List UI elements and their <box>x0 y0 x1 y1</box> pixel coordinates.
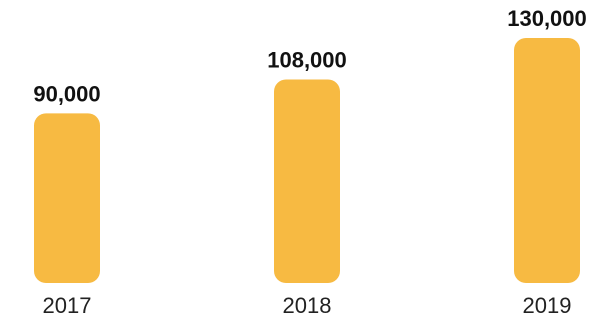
data-label-2018: 108,000 <box>267 47 347 72</box>
data-label-2017: 90,000 <box>33 81 100 106</box>
data-label-2019: 130,000 <box>507 6 587 31</box>
x-tick-labels-group: 2017 2018 2019 <box>43 293 572 318</box>
bar-2017 <box>34 113 100 283</box>
x-tick-label-2018: 2018 <box>283 293 332 318</box>
x-tick-label-2017: 2017 <box>43 293 92 318</box>
bar-2019 <box>514 38 580 283</box>
bars-group <box>34 38 580 283</box>
value-labels-group: 90,000 108,000 130,000 <box>33 6 586 106</box>
bar-2018 <box>274 79 340 283</box>
x-tick-label-2019: 2019 <box>523 293 572 318</box>
